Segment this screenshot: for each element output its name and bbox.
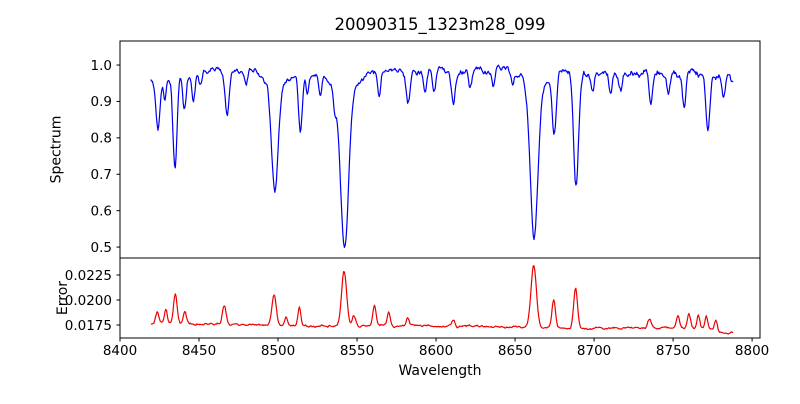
spectrum-y-tick-label: 0.9	[91, 94, 112, 110]
spectrum-y-tick-label: 0.8	[91, 131, 112, 147]
x-tick-label: 8700	[577, 343, 611, 359]
x-tick-label: 8400	[103, 343, 137, 359]
y-axis-label-spectrum: Spectrum	[49, 116, 65, 184]
x-tick-label: 8550	[340, 343, 374, 359]
spectrum-y-tick-label: 0.7	[91, 167, 112, 183]
spectrum-y-tick-label: 0.5	[91, 240, 112, 256]
error-y-tick-label: 0.0175	[65, 318, 112, 334]
error-series-line	[150, 265, 734, 335]
chart-title: 20090315_1323m28_099	[334, 15, 545, 35]
error-y-tick-label: 0.0225	[65, 268, 112, 284]
x-tick-label: 8800	[735, 343, 769, 359]
spectrum-series-line	[150, 64, 734, 248]
error-y-tick-label: 0.0200	[65, 293, 112, 309]
x-tick-label: 8750	[656, 343, 690, 359]
y-axis-label-error: Error	[55, 281, 71, 315]
x-tick-label: 8600	[419, 343, 453, 359]
x-axis-label: Wavelength	[398, 363, 481, 379]
spectrum-y-tick-label: 0.6	[91, 203, 112, 219]
spectrum-y-tick-label: 1.0	[91, 58, 112, 74]
x-tick-label: 8650	[498, 343, 532, 359]
x-tick-label: 8500	[261, 343, 295, 359]
error-panel-border	[119, 257, 761, 339]
x-tick-label: 8450	[182, 343, 216, 359]
